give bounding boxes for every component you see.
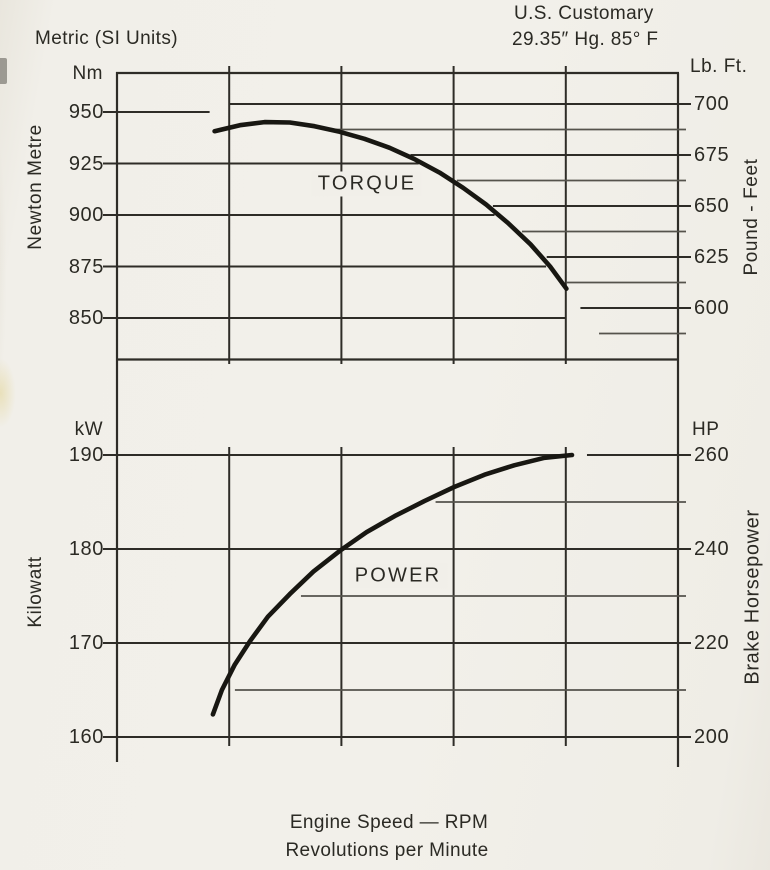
power-left-unit-label: kW: [74, 419, 103, 440]
power-right-axis-title: Brake Horsepower: [741, 509, 764, 685]
torque-right-tick-675: 675: [694, 144, 730, 166]
torque-right-tick-650: 650: [694, 195, 730, 217]
torque-right-tick-600: 600: [694, 297, 730, 319]
torque-right-tick-625: 625: [694, 246, 730, 268]
torque-curve-label: TORQUE: [311, 171, 423, 197]
power-right-tick-240: 240: [694, 538, 730, 560]
metric-system-heading: Metric (SI Units): [35, 28, 178, 49]
power-curve-label: POWER: [348, 563, 448, 589]
x-axis-caption-line1: Engine Speed — RPM: [289, 812, 489, 833]
power-right-tick-260: 260: [694, 444, 730, 466]
power-left-tick-160: 160: [68, 726, 104, 748]
torque-left-tick-850: 850: [68, 307, 104, 329]
power-left-tick-190: 190: [68, 444, 104, 466]
torque-left-tick-950: 950: [68, 101, 104, 123]
power-left-tick-180: 180: [68, 538, 104, 560]
scan-edge-mark: [0, 58, 7, 84]
torque-right-tick-700: 700: [694, 93, 730, 115]
power-right-unit-label: HP: [692, 419, 720, 440]
torque-right-axis-title: Pound - Feet: [741, 158, 762, 276]
power-right-tick-200: 200: [694, 726, 730, 748]
torque-left-tick-875: 875: [68, 255, 104, 278]
power-right-tick-220: 220: [694, 632, 730, 654]
scan-edge-shading: [0, 140, 6, 400]
torque-left-tick-900: 900: [68, 204, 104, 226]
scan-smudge: [0, 358, 16, 428]
test-conditions-label: 29.35″ Hg. 85° F: [512, 29, 659, 50]
torque-left-axis-title: Newton Metre: [25, 124, 46, 250]
power-left-tick-170: 170: [68, 632, 104, 654]
torque-left-unit-label: Nm: [72, 63, 103, 84]
us-system-heading: U.S. Customary: [514, 3, 654, 24]
x-axis-caption-line2: Revolutions per Minute: [285, 840, 489, 861]
power-left-axis-title: Kilowatt: [25, 556, 46, 628]
torque-right-unit-label: Lb. Ft.: [690, 56, 748, 77]
torque-left-tick-925: 925: [68, 152, 104, 175]
